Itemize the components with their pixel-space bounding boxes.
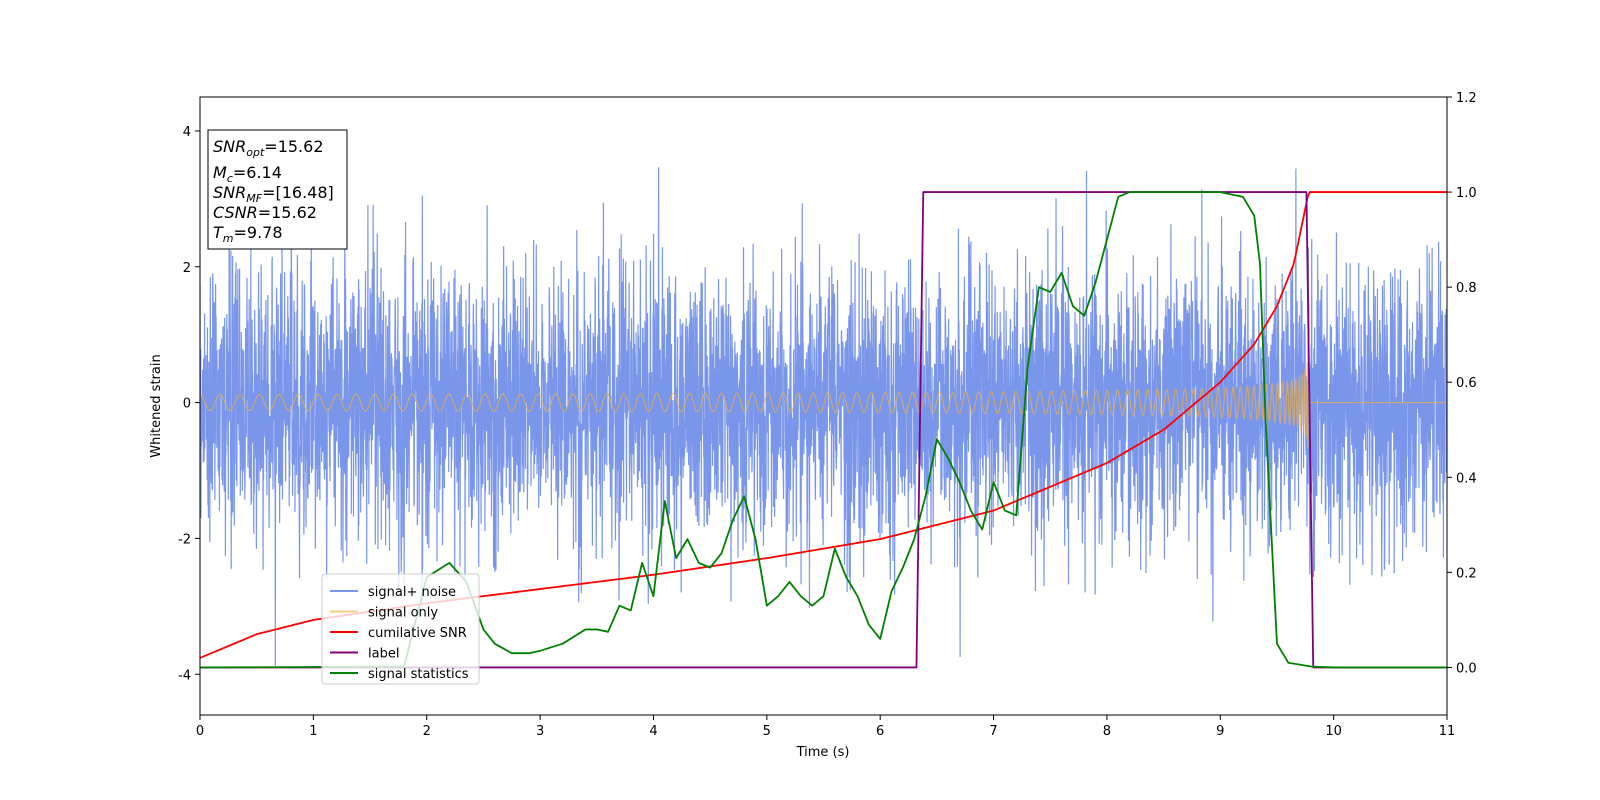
series-signal-noise-line	[200, 167, 1447, 666]
series-signal-statistics-line	[200, 191, 1447, 669]
x-axis: 0 1 2 3 4 5 6 7 8 9 10 11	[196, 715, 1455, 739]
info-tm: Tm=9.78	[213, 223, 283, 245]
x-tick-label: 8	[1103, 724, 1111, 739]
left-y-tick-label: 0	[183, 397, 191, 412]
x-tick-label: 5	[763, 724, 771, 739]
left-y-axis: -4 -2 0 2 4	[178, 125, 200, 683]
info-box-frame	[207, 129, 348, 250]
left-y-tick-label: 4	[183, 125, 191, 140]
right-y-tick-label: 0.8	[1456, 281, 1477, 296]
left-y-tick-label: -4	[178, 668, 191, 683]
left-y-tick-label: -2	[178, 532, 191, 547]
x-tick-label: 0	[196, 724, 204, 739]
legend-signal-only-label: signal only	[368, 606, 438, 621]
x-tick-label: 9	[1216, 724, 1224, 739]
x-tick-label: 3	[536, 724, 544, 739]
legend-label-label: label	[368, 647, 399, 662]
right-y-axis: 0.0 0.2 0.4 0.6 0.8 1.0 1.2	[1447, 91, 1477, 676]
info-box: SNRopt=15.62 Mc=6.14 SNRMF=[16.48] CSNR=…	[207, 129, 348, 250]
info-mc: Mc=6.14	[213, 163, 282, 185]
x-tick-label: 1	[309, 724, 317, 739]
y-axis-title: Whitened strain	[149, 354, 164, 457]
plot-frame	[199, 96, 1448, 716]
info-snr-mf: SNRMF=[16.48]	[213, 183, 334, 205]
x-tick-label: 2	[423, 724, 431, 739]
legend-frame	[321, 573, 480, 685]
legend-cumilative-snr-label: cumilative SNR	[368, 626, 467, 641]
info-snr-opt: SNRopt=15.62	[213, 137, 324, 159]
x-tick-label: 6	[876, 724, 884, 739]
right-y-tick-label: 0.6	[1456, 376, 1477, 391]
right-y-tick-label: 1.0	[1456, 186, 1477, 201]
left-y-tick-label: 2	[183, 261, 191, 276]
legend-signal-statistics-label: signal statistics	[368, 667, 469, 682]
right-y-tick-label: 0.2	[1456, 566, 1477, 581]
x-axis-title: Time (s)	[796, 745, 850, 760]
x-tick-label: 11	[1439, 724, 1456, 739]
x-tick-label: 4	[649, 724, 657, 739]
legend: signal+ noise signal only cumilative SNR la…	[321, 573, 480, 685]
legend-signal-noise-label: signal+ noise	[368, 585, 456, 600]
series-signal-only-line	[200, 361, 1447, 448]
right-y-tick-label: 1.2	[1456, 91, 1477, 106]
info-csnr: CSNR=15.62	[213, 203, 317, 222]
right-y-tick-label: 0.0	[1456, 661, 1477, 676]
x-tick-label: 7	[989, 724, 997, 739]
x-tick-label: 10	[1325, 724, 1342, 739]
right-y-tick-label: 0.4	[1456, 471, 1477, 486]
